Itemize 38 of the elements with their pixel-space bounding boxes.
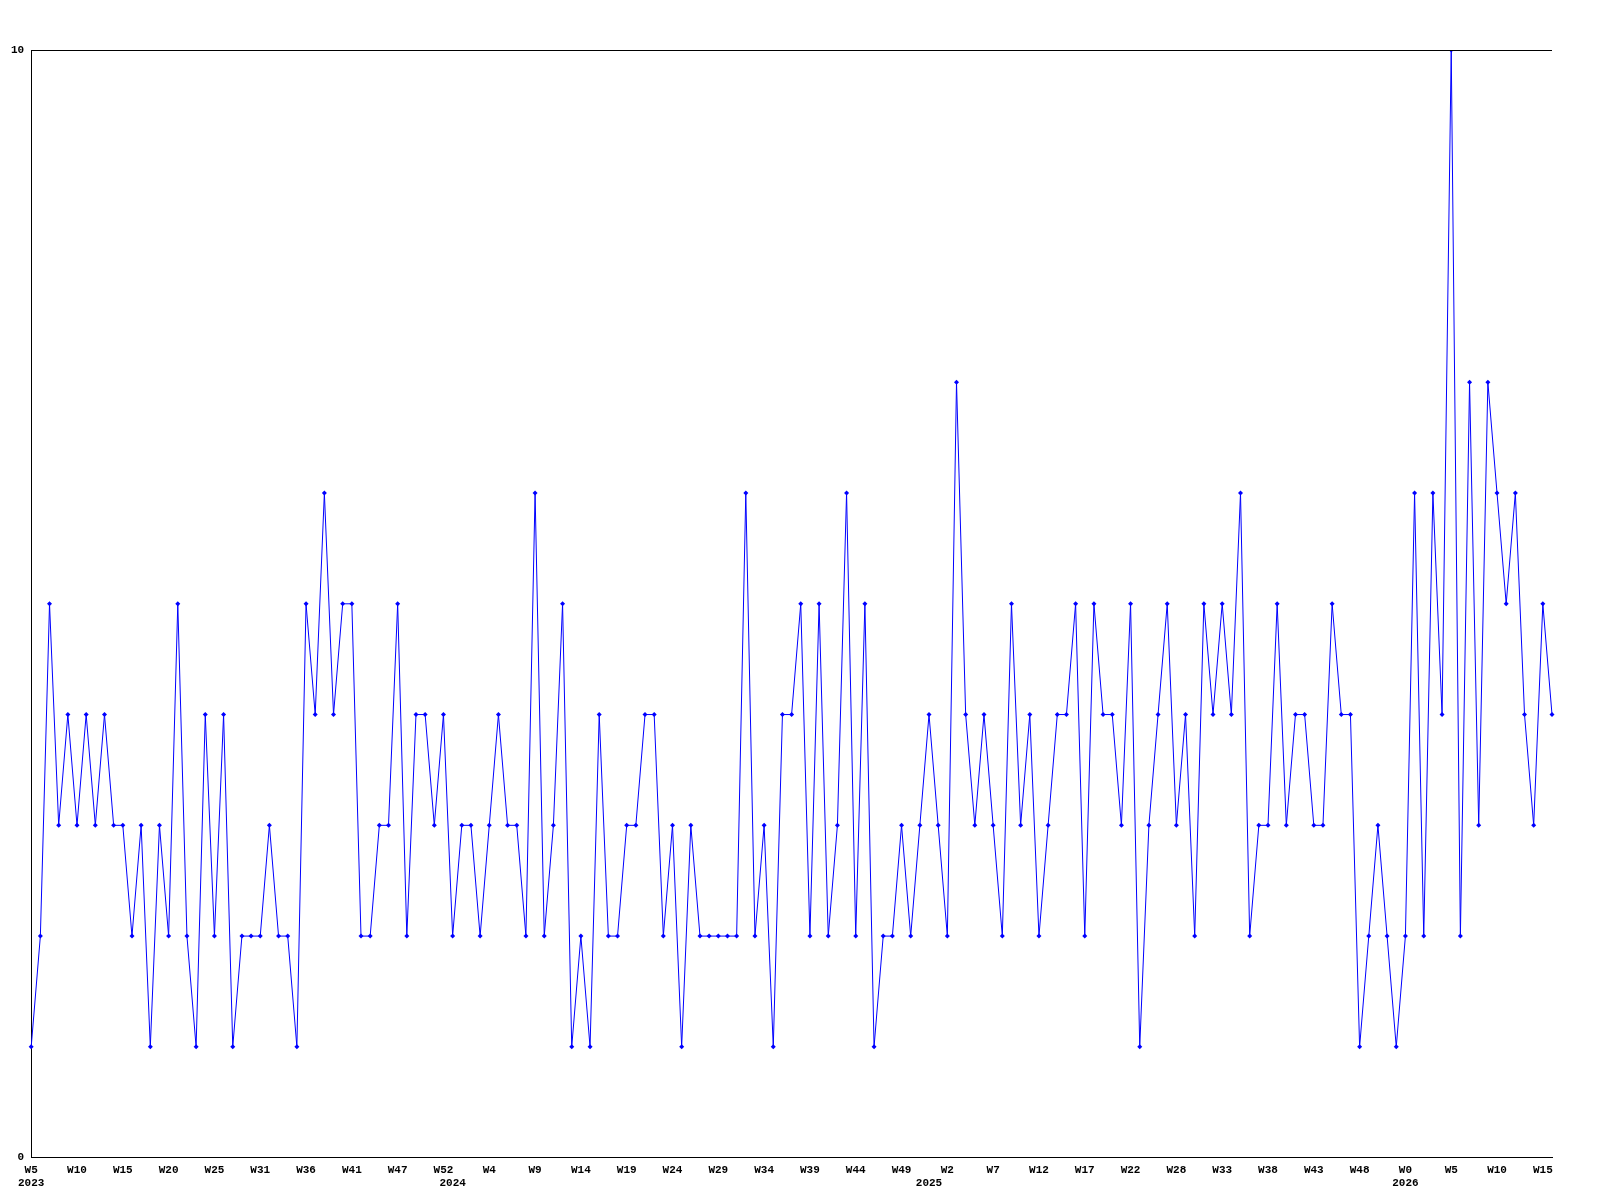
x-tick-label: W28	[1166, 1163, 1187, 1176]
x-tick-label: W2	[940, 1163, 954, 1176]
x-tick-label: 2024	[439, 1177, 467, 1190]
x-tick-label: W43	[1303, 1163, 1325, 1176]
x-tick-label: W24	[662, 1163, 683, 1176]
y-tick-label: 0	[17, 1151, 25, 1164]
x-tick-label: W5 2023	[18, 1163, 45, 1190]
x-tick-label: W12	[1029, 1163, 1049, 1176]
x-tick-label: W48	[1349, 1163, 1370, 1176]
x-tick-label: W47	[387, 1163, 408, 1176]
x-tick-label: W0 2026	[1392, 1163, 1419, 1190]
x-tick-label: W14	[570, 1163, 592, 1176]
x-tick-label: W17	[1074, 1163, 1095, 1176]
x-tick-label: W52	[433, 1163, 454, 1176]
x-tick-label: W10	[1487, 1163, 1507, 1176]
x-tick-label: W15	[112, 1163, 134, 1176]
x-tick-label: W19	[616, 1163, 637, 1176]
x-tick-label: W7	[986, 1163, 1000, 1176]
x-tick-label: W20	[158, 1163, 179, 1176]
x-tick-label: W29	[708, 1163, 729, 1176]
x-tick-label: W31	[250, 1163, 271, 1176]
x-tick-label: W15	[1532, 1163, 1554, 1176]
x-tick-label: W36	[296, 1163, 316, 1176]
x-tick-label: W38	[1258, 1163, 1279, 1176]
x-tick-label: W4	[482, 1163, 497, 1176]
x-tick-label: W34	[754, 1163, 775, 1176]
x-tick-label: W25	[204, 1163, 225, 1176]
x-tick-label: W10	[67, 1163, 87, 1176]
x-tick-label: 2025	[915, 1177, 943, 1190]
x-tick-label: W9	[528, 1163, 542, 1176]
x-tick-label: W22	[1120, 1163, 1141, 1176]
x-tick-label: W39	[800, 1163, 820, 1176]
x-tick-label: W41	[341, 1163, 363, 1176]
x-tick-label: W44	[845, 1163, 867, 1176]
x-tick-label: W5	[1444, 1163, 1459, 1176]
x-tick-label: W33	[1212, 1163, 1233, 1176]
y-tick-label: 10	[11, 43, 25, 56]
x-tick-label: W49	[891, 1163, 912, 1176]
